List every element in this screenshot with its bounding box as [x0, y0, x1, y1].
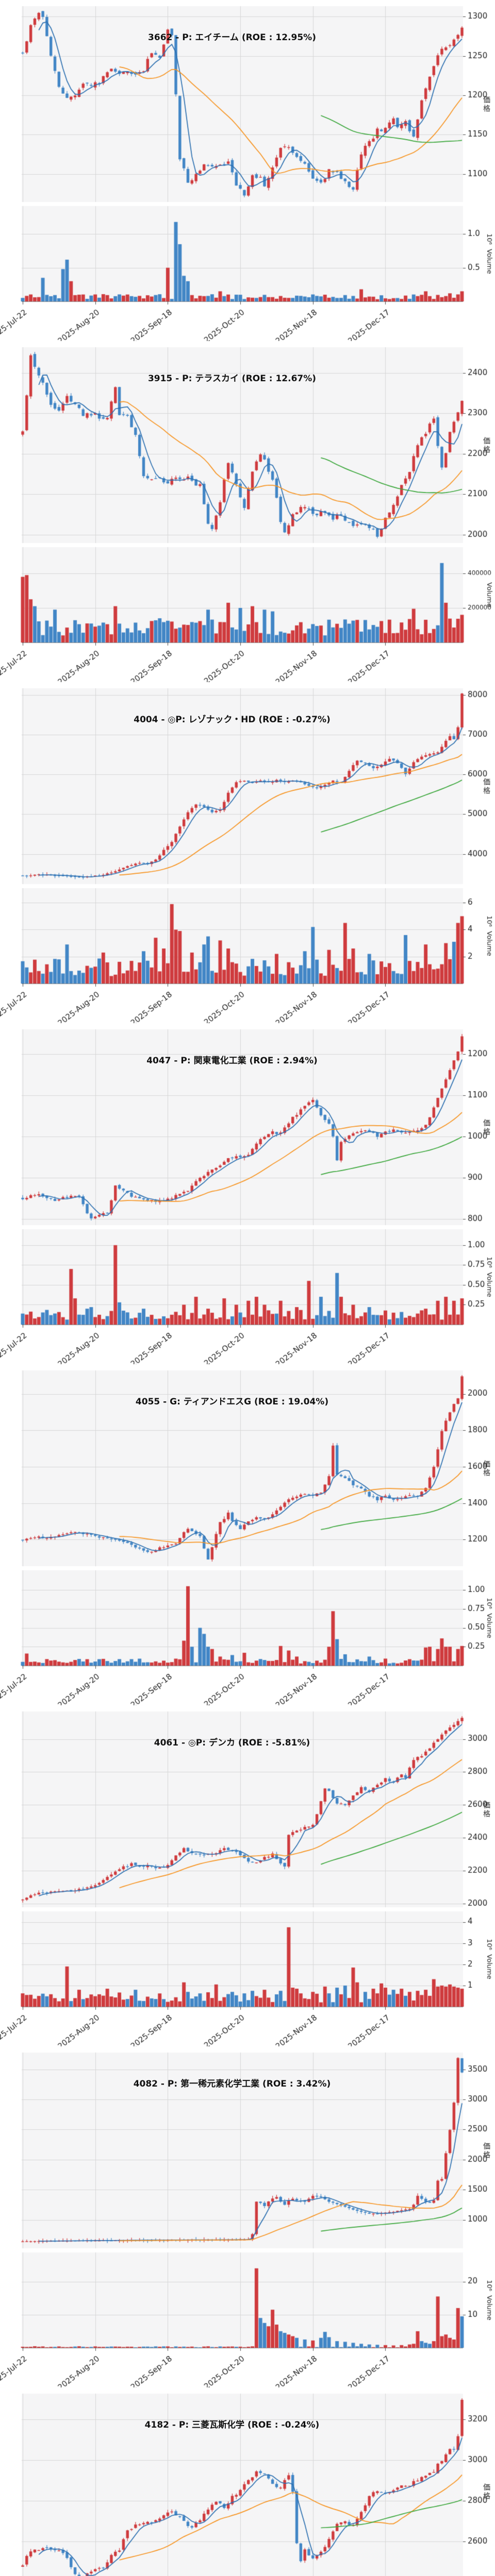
chart-canvas-4047 — [0, 1023, 495, 1364]
chart-canvas-3915 — [0, 341, 495, 682]
stock-chart-panel-4061: 4061 - ◎P: デンカ (ROE : -5.81%) — [0, 1705, 495, 2046]
stock-chart-panel-3662: 3662 - P: エイチーム (ROE : 12.95%) — [0, 0, 495, 341]
chart-canvas-4055 — [0, 1364, 495, 1705]
chart-canvas-4082 — [0, 2046, 495, 2387]
stock-chart-panel-4047: 4047 - P: 関東電化工業 (ROE : 2.94%) — [0, 1023, 495, 1364]
chart-canvas-4182 — [0, 2387, 495, 2576]
chart-canvas-4061 — [0, 1705, 495, 2046]
chart-canvas-3662 — [0, 0, 495, 341]
stock-chart-panel-4182: 4182 - P: 三菱瓦斯化学 (ROE : -0.24%) — [0, 2387, 495, 2576]
chart-canvas-4004 — [0, 682, 495, 1023]
stock-chart-panel-3915: 3915 - P: テラスカイ (ROE : 12.67%) — [0, 341, 495, 682]
stock-chart-panel-4004: 4004 - ◎P: レゾナック・HD (ROE : -0.27%) — [0, 682, 495, 1023]
stock-chart-panel-4055: 4055 - G: ティアンドエスG (ROE : 19.04%) — [0, 1364, 495, 1705]
stock-chart-panel-4082: 4082 - P: 第一稀元素化学工業 (ROE : 3.42%) — [0, 2046, 495, 2387]
